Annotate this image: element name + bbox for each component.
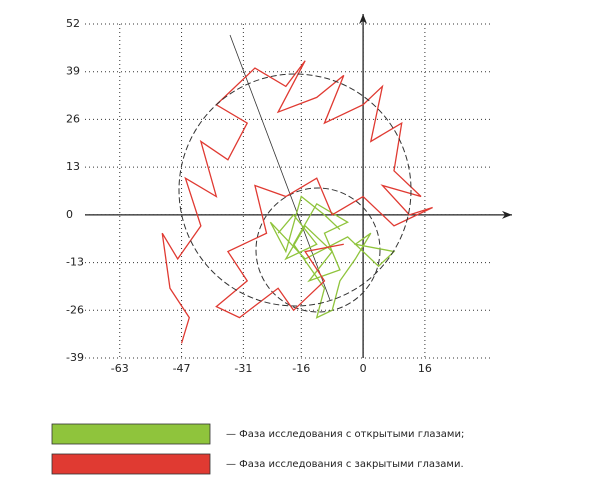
- y-tick-label: 0: [66, 208, 73, 221]
- x-tick-label: -47: [173, 362, 191, 375]
- circle-outer: [178, 73, 412, 307]
- series-line: [269, 195, 396, 319]
- legend-label: — Фаза исследования с закрытыми глазами.: [226, 459, 464, 470]
- series-line: [161, 60, 433, 344]
- x-tick-label: -31: [234, 362, 252, 375]
- y-tick-label: 39: [66, 65, 80, 78]
- y-tick-label: -13: [66, 256, 84, 269]
- y-tick-label: -39: [66, 351, 84, 364]
- y-axis-arrow: [359, 14, 368, 24]
- diagonal-line: [229, 34, 331, 301]
- x-tick-label: 16: [418, 362, 432, 375]
- plot-area: 52 39 26 13 0 -13 -26 -39 -63 -47 -31 -16 0 16: [66, 14, 512, 375]
- x-tick-label: -63: [111, 362, 129, 375]
- y-tick-label: 52: [66, 17, 80, 30]
- circle-inner: [255, 187, 381, 313]
- legend-label: — Фаза исследования с открытыми глазами;: [226, 429, 464, 440]
- legend: — Фаза исследования с открытыми глазами;…: [51, 423, 464, 475]
- y-tick-label: -26: [66, 303, 84, 316]
- legend-swatch: [51, 453, 211, 475]
- x-axis-arrow: [502, 210, 512, 219]
- x-tick-label: 0: [360, 362, 367, 375]
- y-tick-label: 13: [66, 160, 80, 173]
- x-tick-label: -16: [292, 362, 310, 375]
- y-tick-label: 26: [66, 112, 80, 125]
- legend-swatch: [51, 423, 211, 445]
